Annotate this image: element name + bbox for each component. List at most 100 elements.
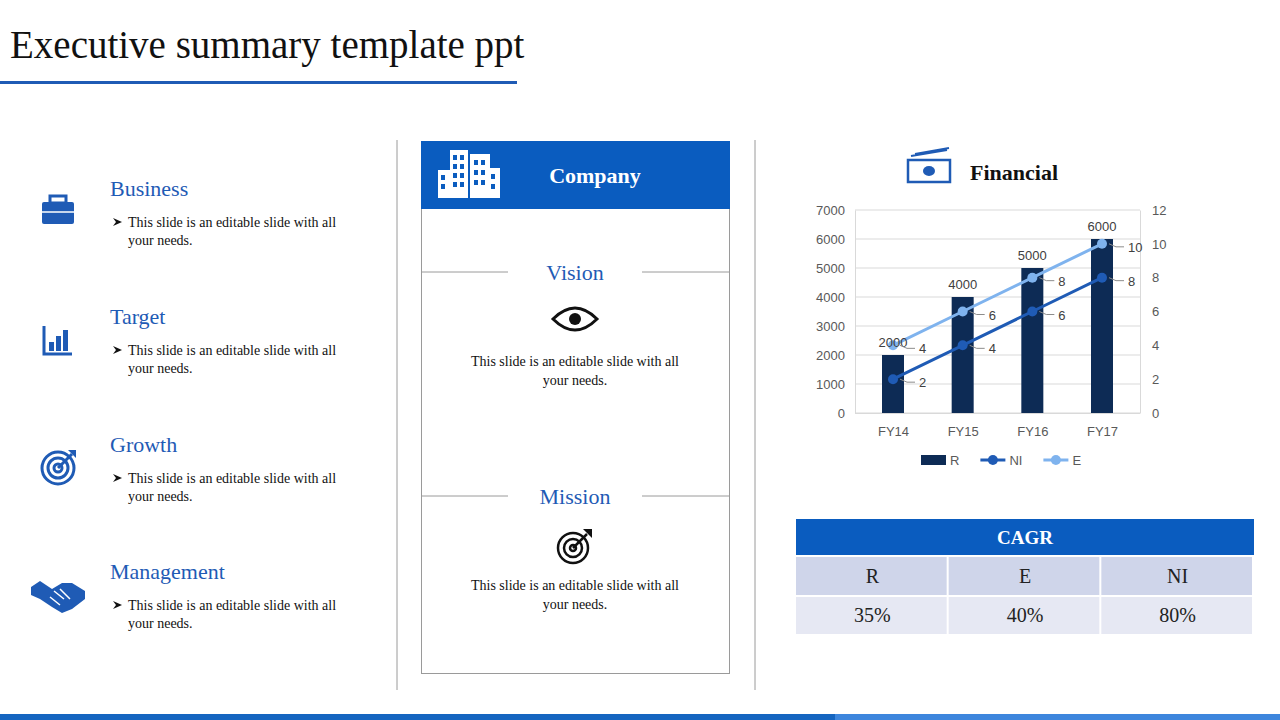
bar [1091,239,1113,413]
icon-part [553,308,597,330]
table-header-label: NI [1167,565,1188,587]
grid-line [855,210,1140,211]
icon-part [911,148,949,156]
icon-part [42,202,74,224]
icon-part [453,182,457,187]
tick: FY17 [1087,413,1118,439]
tick-label: FY15 [948,424,979,439]
tick: 2 [1140,372,1159,387]
mission-heading: Mission [540,484,611,509]
tick-label: 8 [1152,270,1159,285]
icon-part [481,160,485,165]
chart: 01000200030004000500060007000024681012FY… [816,203,1166,468]
section-text: This slide is an editable slide with all… [128,343,336,376]
data-label: 4 [919,341,926,356]
text-line: This slide is an editable slide with all [471,578,679,593]
line [893,244,1102,346]
section-icon [44,326,72,354]
icon-part [438,170,452,198]
data-label: 2000 [879,335,908,350]
icon-part [470,154,490,198]
icon-part [460,182,464,187]
table-header [796,519,1254,555]
table-value: 40% [1007,604,1044,626]
table-value: 80% [1159,604,1196,626]
label-leader [970,345,985,348]
data-label: 6000 [1088,219,1117,234]
icon-part [50,589,70,605]
company-title: Company [549,163,641,188]
legend-label: E [1072,453,1081,468]
mission-text: This slide is an editable slide with all… [471,578,679,612]
icon-part [68,450,76,458]
icon-part [460,155,464,160]
legend: RNIE [921,453,1081,468]
tick-label: 4 [1152,338,1159,353]
label-leader [1039,312,1054,315]
data-label: 4000 [948,277,977,292]
tick-label: FY16 [1017,424,1048,439]
tick: 0 [838,406,855,421]
data-label: 6 [1058,308,1065,323]
label-leader [1109,278,1124,281]
tick: 6 [1140,304,1159,319]
legend-swatch [988,455,998,465]
tick: 12 [1140,203,1166,218]
icon-part [44,326,72,354]
company-box [422,142,730,674]
icon-part [488,168,500,198]
text-line: your needs. [128,233,193,248]
axis-line [855,413,1140,414]
chart-title: Financial [970,160,1058,185]
bottom-bar-accent [835,714,1280,720]
data-labels: 2000400050006000246846810 [879,219,1143,390]
text-line: your needs. [128,361,193,376]
icon-part [491,174,495,179]
section-icon [31,581,85,613]
divider [642,272,730,273]
text-line: This slide is an editable slide with all [128,343,336,358]
tick-label: 3000 [816,319,845,334]
label-leader [1109,244,1124,247]
y2-axis: 0 2 4 6 8 10 12 [1140,203,1166,421]
icon-part [441,175,445,180]
marker [1027,307,1037,317]
separator [755,140,756,690]
tick: 5000 [816,261,855,276]
bar [882,355,904,413]
legend-label: NI [1009,453,1022,468]
bullet-arrow [113,474,122,482]
data-label: 8 [1128,274,1135,289]
marker [1097,239,1107,249]
tick: 4 [1140,338,1159,353]
icon-part [481,180,485,185]
tick: 1000 [816,377,855,392]
table-cell [796,557,947,595]
icon-part [460,173,464,178]
table-header-label: E [1019,565,1031,587]
eye-icon [553,308,597,330]
icon-part [50,196,66,203]
table-cell [949,597,1100,634]
slide-title: Executive summary template ppt [10,23,525,67]
tick: 6000 [816,232,855,247]
bullet-arrow [113,601,122,609]
tick: 10 [1140,236,1166,251]
marker [888,374,898,384]
bullet-arrow [113,218,122,226]
tick: 0 [1140,406,1159,421]
tick-label: 10 [1152,236,1166,251]
divider [421,496,508,497]
tick: FY15 [948,413,979,439]
tick: 4000 [816,290,855,305]
icon-part [460,164,464,169]
legend-swatch [1051,455,1061,465]
text-line: This slide is an editable slide with all [471,354,679,369]
icon-part [573,534,587,548]
table-value: 35% [854,604,891,626]
data-label: 8 [1058,274,1065,289]
icon-part [49,342,54,351]
tick-label: 4000 [816,290,845,305]
data-label: 10 [1128,240,1142,255]
icon-part [474,160,478,165]
